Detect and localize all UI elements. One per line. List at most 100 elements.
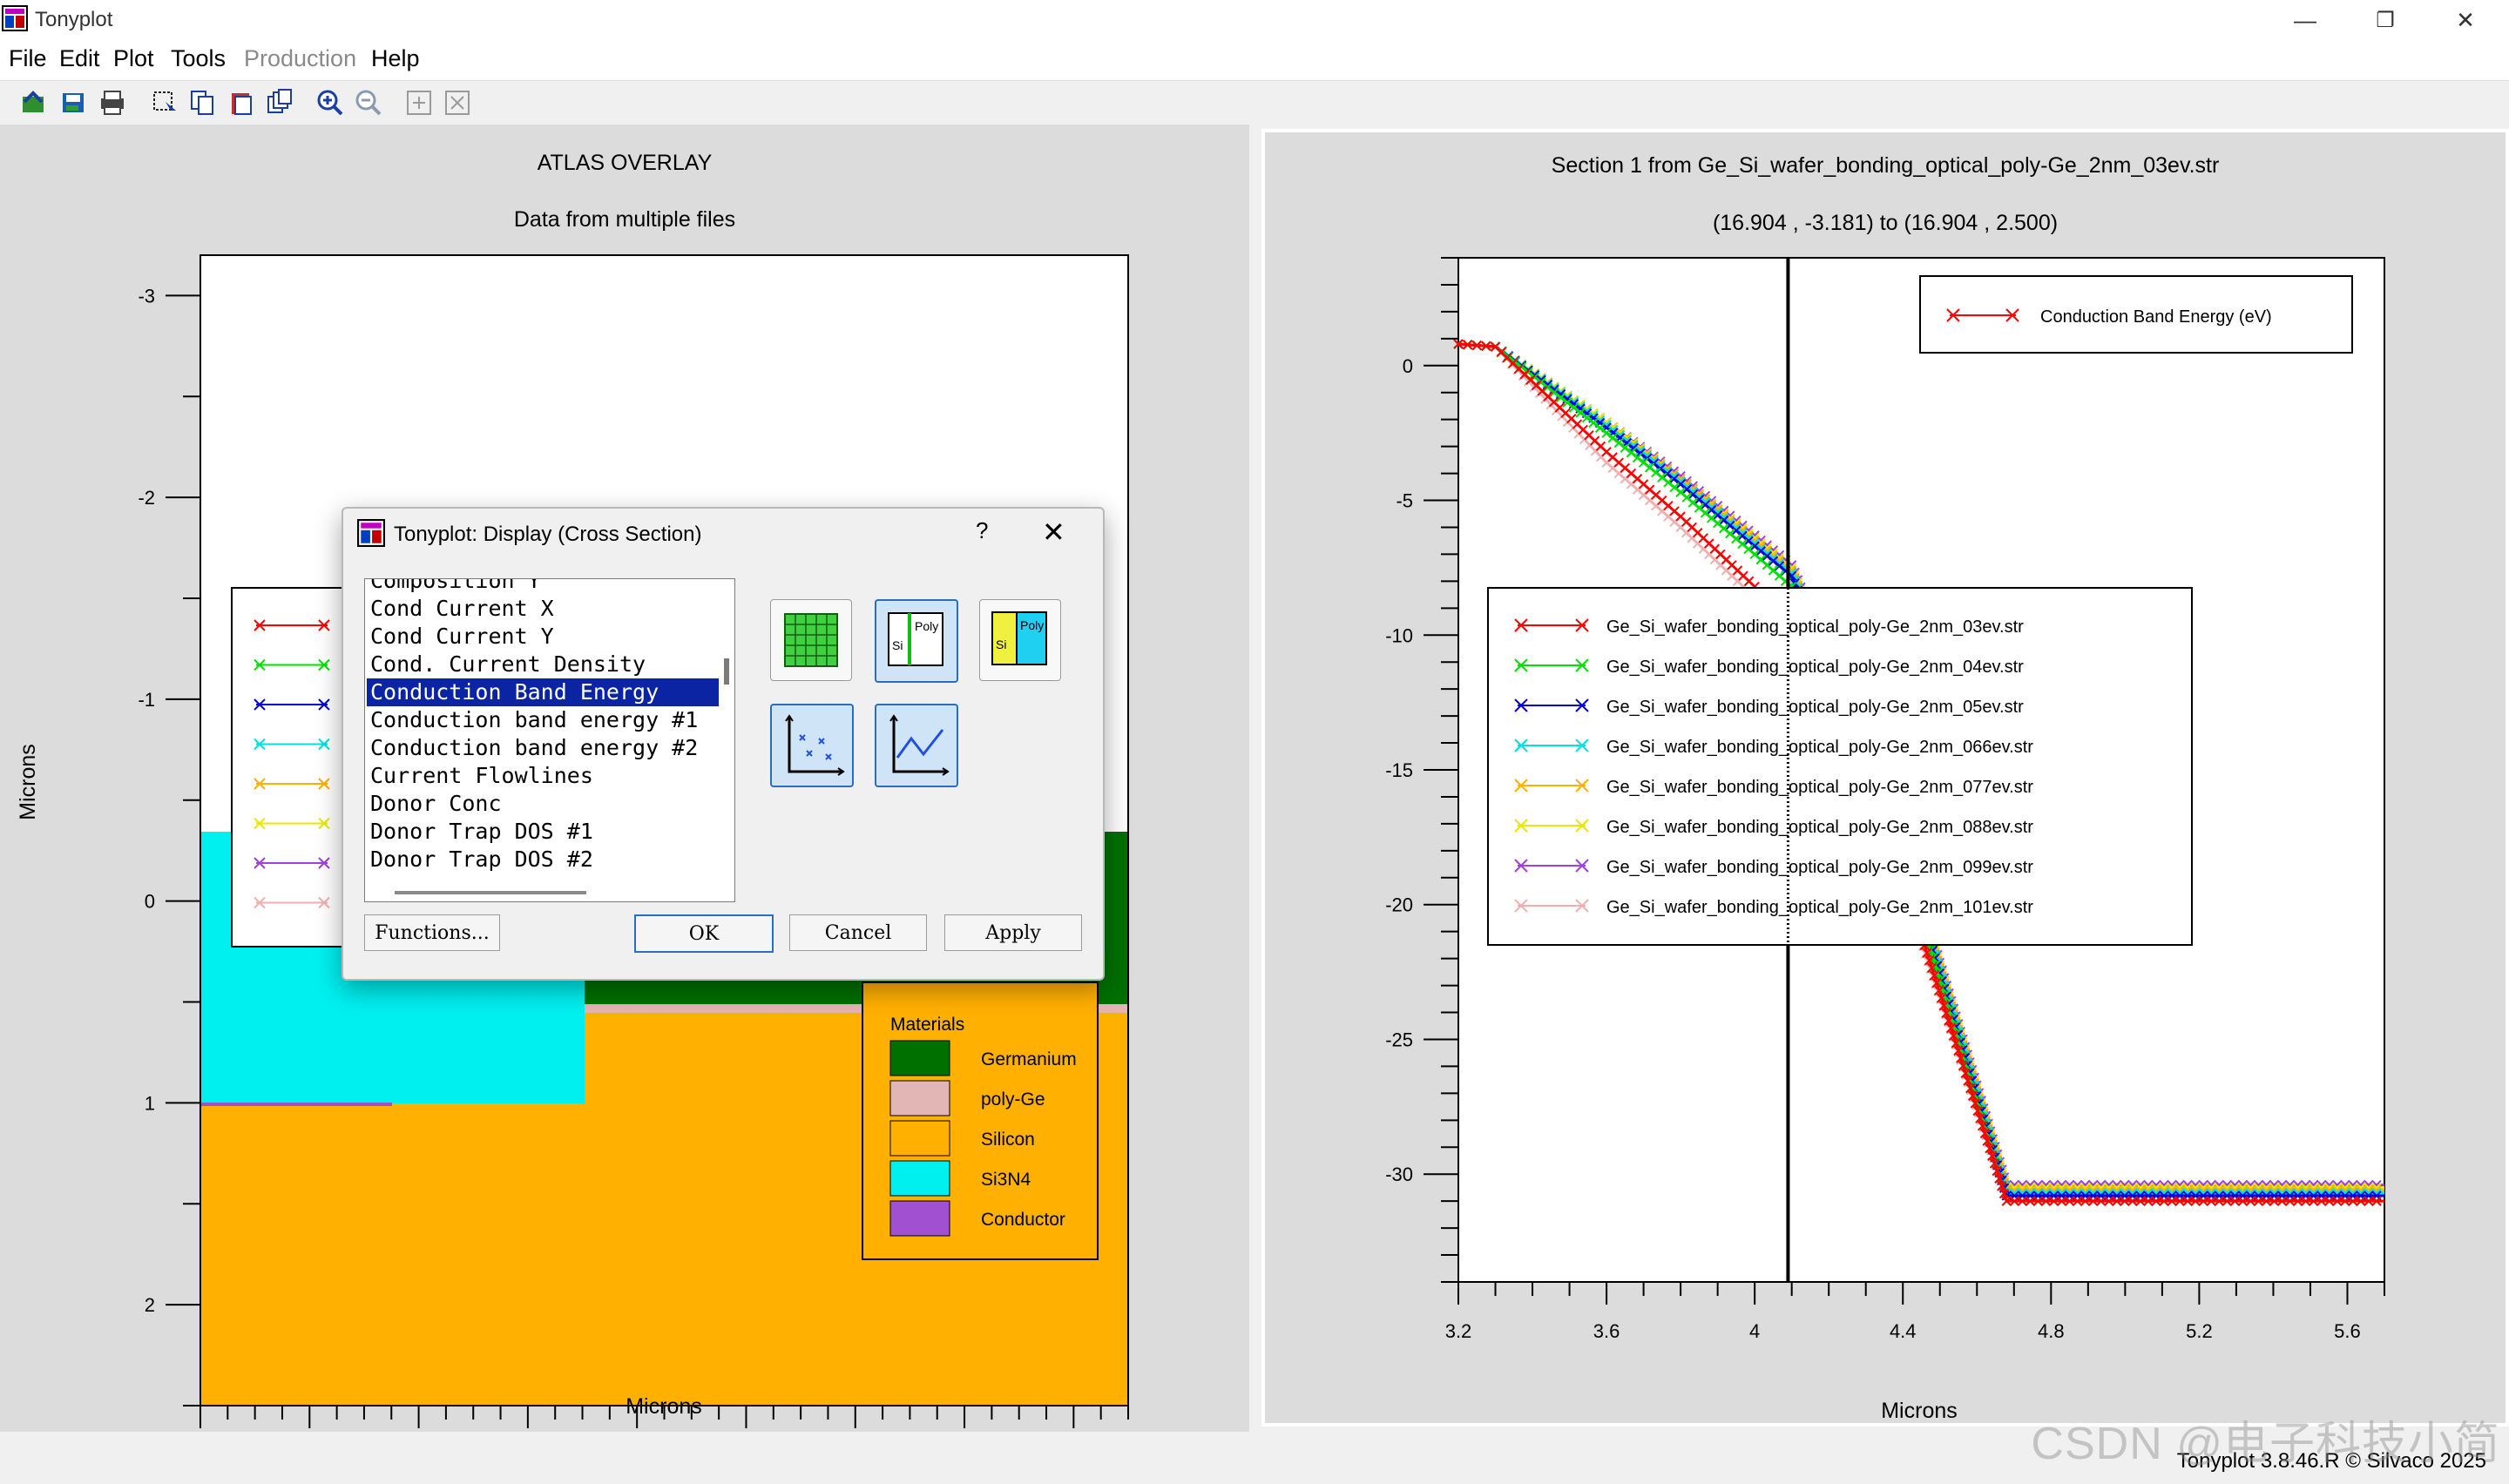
mesh-toggle-button[interactable]: [770, 599, 852, 681]
right-plot-panel[interactable]: Section 1 from Ge_Si_wafer_bonding_optic…: [1261, 129, 2509, 1427]
quantity-item[interactable]: Donor Trap DOS #2: [370, 847, 593, 872]
functions-button[interactable]: Functions...: [364, 914, 500, 951]
material-swatch: [889, 1160, 950, 1197]
overlay-legend-marker: [318, 738, 330, 751]
paste-icon[interactable]: [227, 88, 256, 118]
series-marker: [1594, 422, 1606, 434]
regions-toggle-button[interactable]: Si Poly: [979, 599, 1061, 681]
series-marker: [1979, 1128, 1991, 1139]
lines-toggle-button[interactable]: [875, 704, 958, 787]
display-dialog[interactable]: Tonyplot: Display (Cross Section) ? ✕ Co…: [342, 507, 1105, 981]
legend-marker: [1575, 658, 1589, 672]
menu-production[interactable]: Production: [244, 45, 357, 71]
series-marker: [2048, 1196, 2059, 1206]
legend-label: Ge_Si_wafer_bonding_optical_poly-Ge_2nm_…: [1606, 617, 2024, 637]
mesh-grid-icon: [784, 613, 838, 667]
quantity-item[interactable]: Cond Current X: [370, 596, 554, 621]
minimize-button[interactable]: —: [2294, 6, 2316, 33]
restore-button[interactable]: ❐: [2376, 8, 2395, 32]
quantity-item[interactable]: Composition Y: [370, 578, 541, 593]
quantity-item[interactable]: Current Flowlines: [370, 763, 593, 788]
legend-marker: [1514, 819, 1528, 833]
chart-xlabel: Microns: [1881, 1399, 1958, 1423]
reset-icon[interactable]: [443, 88, 472, 118]
markers-toggle-button[interactable]: [770, 704, 854, 787]
quantity-item[interactable]: Conduction band energy #1: [370, 707, 699, 732]
apply-button[interactable]: Apply: [944, 914, 1082, 951]
cancel-button[interactable]: Cancel: [789, 914, 927, 951]
series-marker: [1588, 417, 1599, 428]
list-scrollbar[interactable]: [724, 658, 729, 685]
status-bar: Tonyplot 3.8.46.R © Silvaco 2025: [0, 1432, 2509, 1484]
series-marker: [1471, 340, 1482, 351]
legend-marker: [1514, 658, 1528, 672]
series-marker: [2206, 1196, 2216, 1206]
series-marker: [2040, 1196, 2052, 1206]
series-marker: [1977, 1121, 1988, 1131]
series-marker: [1575, 408, 1586, 418]
zoom-out-icon[interactable]: [354, 88, 383, 118]
material-swatch: [889, 1040, 950, 1076]
series-marker: [1453, 339, 1464, 349]
series-marker: [1661, 469, 1673, 479]
series-marker: [2332, 1196, 2343, 1206]
left-ylabel: Microns: [16, 744, 40, 820]
series-marker: [2056, 1196, 2067, 1206]
dialog-close-button[interactable]: ✕: [1042, 516, 1065, 548]
overlay-legend-marker: [254, 658, 266, 671]
material-label: Silicon: [981, 1130, 1035, 1150]
series-marker: [1953, 1045, 1964, 1056]
list-horizontal-scrollbar[interactable]: [395, 891, 586, 894]
cross-section-chart[interactable]: Section 1 from Ge_Si_wafer_bonding_optic…: [1265, 132, 2506, 1423]
title-bar: Tonyplot — ❐ ✕: [0, 0, 2509, 40]
series-marker: [1462, 340, 1473, 350]
menu-plot[interactable]: Plot: [113, 45, 154, 71]
material-label: poly-Ge: [981, 1089, 1045, 1110]
series-marker: [1581, 412, 1593, 423]
quantity-item[interactable]: Conduction band energy #2: [370, 735, 699, 760]
left-ytick-label: -3: [138, 285, 155, 307]
series-marker: [1608, 425, 1619, 435]
copy-icon[interactable]: [188, 88, 218, 118]
quantity-item[interactable]: Donor Conc: [370, 791, 502, 816]
menu-edit[interactable]: Edit: [59, 45, 100, 71]
series-marker: [1958, 1060, 1969, 1071]
series-marker: [1985, 1143, 1995, 1154]
close-button[interactable]: ✕: [2456, 6, 2475, 33]
legend-label: Ge_Si_wafer_bonding_optical_poly-Ge_2nm_…: [1606, 778, 2033, 797]
ok-button[interactable]: OK: [634, 914, 774, 953]
series-marker: [2143, 1196, 2154, 1206]
quantity-item[interactable]: Donor Trap DOS #1: [370, 819, 593, 844]
series-marker: [2032, 1196, 2044, 1206]
menu-tools[interactable]: Tools: [171, 45, 227, 71]
materials-toggle-button[interactable]: Si Poly: [875, 599, 958, 683]
quantity-item[interactable]: Cond Current Y: [370, 624, 554, 649]
zoom-in-icon[interactable]: [315, 88, 345, 118]
series-marker: [1614, 429, 1626, 441]
menu-help[interactable]: Help: [371, 45, 420, 71]
dialog-help-button[interactable]: ?: [976, 517, 989, 543]
overlay-legend-marker: [318, 619, 330, 631]
quantity-list[interactable]: Composition Y Cond Current X Cond Current …: [364, 578, 735, 902]
load-icon[interactable]: [19, 88, 49, 118]
series-marker: [2167, 1196, 2177, 1206]
series-marker: [1994, 1173, 2005, 1184]
chart-y-axis: 0 -5 -10 -15 -20 -25 -30: [1385, 257, 1458, 1283]
pan-icon[interactable]: [404, 88, 434, 118]
series-marker: [2112, 1196, 2122, 1206]
legend-label: Ge_Si_wafer_bonding_optical_poly-Ge_2nm_…: [1606, 898, 2033, 917]
series-marker: [1998, 1188, 2010, 1199]
left-ytick-label: -2: [138, 487, 155, 509]
print-icon[interactable]: [98, 88, 127, 118]
menu-file[interactable]: File: [9, 45, 47, 71]
quantity-item[interactable]: Cond. Current Density: [370, 651, 646, 677]
select-icon[interactable]: [150, 88, 179, 118]
overlay-legend-marker: [254, 817, 266, 830]
overlay-icon[interactable]: [265, 88, 294, 118]
quantity-item[interactable]: Conduction Band Energy: [367, 678, 719, 706]
save-icon[interactable]: [59, 88, 89, 118]
legend-label: Ge_Si_wafer_bonding_optical_poly-Ge_2nm_…: [1606, 698, 2024, 717]
legend-label: Ge_Si_wafer_bonding_optical_poly-Ge_2nm_…: [1606, 858, 2033, 877]
series-marker: [2127, 1196, 2138, 1206]
series-marker: [1562, 397, 1572, 408]
